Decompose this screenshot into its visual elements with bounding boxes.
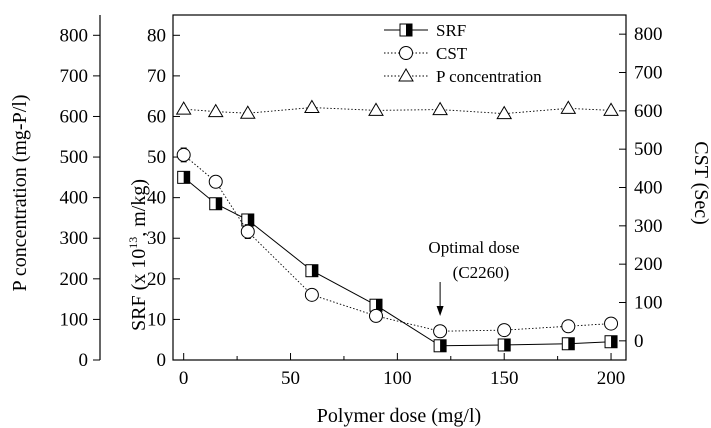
cst-tick-label: 300 bbox=[634, 216, 663, 237]
srf-point bbox=[399, 23, 413, 37]
left-tick-label: 400 bbox=[60, 188, 89, 209]
left-tick-label: 700 bbox=[60, 66, 89, 87]
cst-point bbox=[176, 147, 191, 162]
cst-point bbox=[497, 323, 512, 338]
left-tick-label: 0 bbox=[79, 350, 89, 371]
srf-axis-title-exp: 13 bbox=[126, 237, 140, 249]
cst-point bbox=[240, 224, 255, 239]
srf-axis-title-main: SRF (x 10 bbox=[128, 249, 150, 331]
p-concentration-series bbox=[175, 99, 619, 120]
srf-point bbox=[604, 335, 618, 349]
cst-point bbox=[604, 316, 619, 331]
srf-series bbox=[177, 170, 618, 353]
srf-point-fill bbox=[440, 339, 447, 352]
p-concentration-point bbox=[175, 101, 192, 115]
srf-tick-label: 0 bbox=[157, 350, 167, 371]
srf-tick-label: 10 bbox=[147, 309, 166, 330]
srf-point-fill bbox=[375, 299, 382, 312]
p-concentration-point bbox=[304, 99, 320, 114]
srf-point-fill bbox=[568, 337, 575, 350]
srf-point bbox=[305, 264, 319, 278]
cst-point bbox=[561, 319, 576, 334]
left-tick-label: 500 bbox=[60, 147, 89, 168]
cst-tick-label: 700 bbox=[634, 63, 663, 84]
right-axis-title: CST (Sec) bbox=[690, 141, 711, 225]
left-tick-label: 300 bbox=[60, 228, 89, 249]
p-concentration-point bbox=[207, 103, 224, 118]
cst-tick-label: 800 bbox=[634, 24, 663, 45]
cst-tick-label: 400 bbox=[634, 178, 663, 199]
cst-series bbox=[176, 147, 619, 339]
p-concentration-point bbox=[398, 68, 414, 82]
srf-axis-title-tail: , m/kg) bbox=[128, 179, 150, 237]
cst-axis: 0 100 200 300 400 500 600 700 800 bbox=[619, 24, 663, 352]
annotation-arrowhead bbox=[436, 306, 444, 316]
srf-point bbox=[561, 337, 575, 351]
left-axis-title: P concentration (mg-P/l) bbox=[9, 95, 31, 292]
p-concentration-point bbox=[496, 105, 513, 120]
x-tick-label: 150 bbox=[490, 368, 519, 389]
x-tick-label: 50 bbox=[281, 368, 300, 389]
srf-point bbox=[433, 339, 447, 353]
cst-point bbox=[399, 46, 413, 60]
srf-tick-label: 20 bbox=[147, 269, 166, 290]
annotation-line1: Optimal dose bbox=[428, 238, 519, 257]
cst-point bbox=[208, 174, 223, 189]
optimal-dose-annotation: Optimal dose (C2260) bbox=[428, 238, 520, 316]
srf-point-fill bbox=[504, 338, 511, 351]
cst-tick-label: 0 bbox=[634, 331, 644, 352]
srf-point bbox=[209, 197, 223, 211]
x-tick-label: 0 bbox=[179, 368, 189, 389]
left-axis: 0 100 200 300 400 500 600 700 800 bbox=[60, 15, 101, 371]
left-tick-label: 800 bbox=[60, 25, 89, 46]
cst-tick-label: 500 bbox=[634, 139, 663, 160]
srf-tick-label: 60 bbox=[147, 106, 166, 127]
cst-point bbox=[368, 308, 383, 323]
srf-tick-label: 50 bbox=[147, 147, 166, 168]
srf-point-fill bbox=[247, 213, 254, 226]
legend-cst-label: CST bbox=[436, 44, 468, 63]
x-tick-label: 100 bbox=[383, 368, 412, 389]
p-concentration-point bbox=[560, 100, 577, 114]
srf-tick-label: 80 bbox=[147, 25, 166, 46]
cst-tick-label: 100 bbox=[634, 293, 663, 314]
srf-tick-label: 70 bbox=[147, 66, 166, 87]
x-axis-title: Polymer dose (mg/l) bbox=[317, 405, 481, 427]
srf-point-fill bbox=[311, 264, 318, 277]
srf-tick-label: 40 bbox=[147, 188, 166, 209]
legend: SRF CST P concentration bbox=[384, 21, 542, 86]
srf-point-fill bbox=[406, 24, 412, 36]
left-tick-label: 600 bbox=[60, 106, 89, 127]
p-concentration-point bbox=[239, 105, 256, 119]
srf-point bbox=[177, 170, 191, 184]
series-layer bbox=[175, 99, 619, 353]
p-concentration-point bbox=[603, 102, 619, 116]
legend-srf-label: SRF bbox=[436, 21, 466, 40]
srf-tick-label: 30 bbox=[147, 228, 166, 249]
legend-p-concentration-label: P concentration bbox=[436, 67, 542, 86]
plot-frame bbox=[172, 14, 627, 361]
cst-line bbox=[183, 154, 612, 332]
x-axis: 0 50 100 150 200 bbox=[179, 353, 625, 389]
left-tick-label: 200 bbox=[60, 269, 89, 290]
annotation-line2: (C2260) bbox=[453, 263, 510, 282]
srf-point-fill bbox=[215, 197, 222, 210]
srf-point-fill bbox=[611, 335, 618, 348]
srf-point bbox=[241, 213, 255, 227]
x-tick-label: 200 bbox=[597, 368, 626, 389]
srf-axis: 0 10 20 30 40 50 60 70 80 bbox=[147, 25, 180, 371]
srf-point bbox=[497, 338, 511, 352]
cst-point bbox=[433, 324, 448, 339]
left-tick-label: 100 bbox=[60, 309, 89, 330]
p-concentration-point bbox=[432, 101, 448, 116]
srf-axis-title: SRF (x 1013, m/kg) bbox=[126, 179, 150, 331]
cst-tick-label: 200 bbox=[634, 254, 663, 275]
srf-line bbox=[183, 176, 612, 347]
srf-point bbox=[369, 298, 383, 312]
p-concentration-point bbox=[368, 102, 384, 116]
cst-point bbox=[304, 287, 319, 302]
srf-point-fill bbox=[183, 171, 190, 184]
cst-tick-label: 600 bbox=[634, 101, 663, 122]
